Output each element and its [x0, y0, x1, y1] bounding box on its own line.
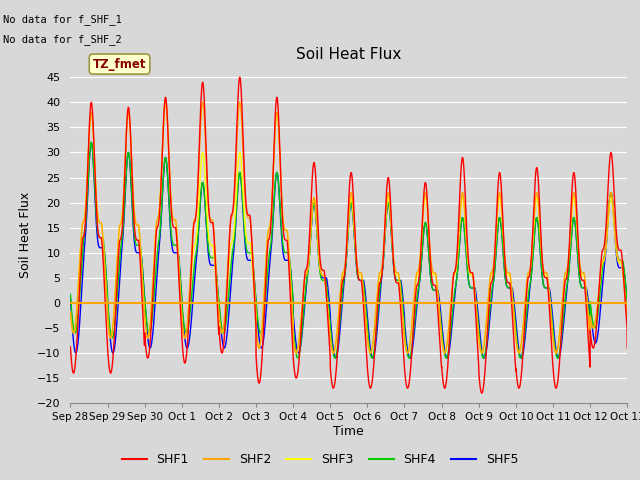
SHF5 — [506, 285, 513, 291]
Legend: SHF1, SHF2, SHF3, SHF4, SHF5: SHF1, SHF2, SHF3, SHF4, SHF5 — [116, 448, 524, 471]
SHF4 — [623, 315, 631, 321]
SHF2 — [623, 308, 630, 313]
SHF2 — [474, 325, 482, 331]
SHF3 — [474, 325, 482, 331]
SHF5 — [332, 355, 340, 361]
SHF4 — [294, 355, 301, 361]
SHF2 — [162, 99, 170, 105]
Line: SHF1: SHF1 — [70, 77, 627, 393]
SHF5 — [328, 336, 336, 341]
SHF1 — [67, 344, 74, 350]
SHF1 — [443, 374, 451, 380]
SHF4 — [88, 140, 95, 145]
SHF4 — [474, 316, 482, 322]
SHF2 — [292, 350, 300, 356]
SHF2 — [623, 320, 631, 326]
SHF1 — [328, 382, 336, 387]
SHF2 — [167, 190, 175, 196]
SHF1 — [506, 280, 513, 286]
Text: No data for f_SHF_1: No data for f_SHF_1 — [3, 14, 122, 25]
Text: TZ_fmet: TZ_fmet — [93, 58, 147, 71]
SHF2 — [506, 270, 513, 276]
Line: SHF5: SHF5 — [70, 143, 627, 358]
Line: SHF4: SHF4 — [70, 143, 627, 358]
SHF1 — [623, 320, 630, 325]
SHF1 — [166, 192, 174, 198]
SHF5 — [623, 315, 631, 321]
SHF3 — [67, 309, 74, 314]
SHF4 — [167, 222, 175, 228]
Text: No data for f_SHF_2: No data for f_SHF_2 — [3, 34, 122, 45]
SHF3 — [328, 348, 336, 354]
SHF5 — [67, 295, 74, 300]
SHF2 — [443, 341, 451, 347]
SHF1 — [478, 390, 486, 396]
X-axis label: Time: Time — [333, 425, 364, 438]
SHF4 — [443, 354, 451, 360]
SHF4 — [623, 292, 630, 298]
SHF3 — [167, 190, 175, 196]
SHF3 — [292, 350, 300, 356]
SHF1 — [623, 345, 631, 351]
SHF2 — [67, 309, 74, 314]
SHF5 — [623, 295, 630, 300]
Y-axis label: Soil Heat Flux: Soil Heat Flux — [19, 192, 31, 278]
SHF5 — [88, 140, 95, 145]
SHF1 — [474, 347, 481, 352]
SHF4 — [328, 344, 336, 350]
SHF1 — [236, 74, 244, 80]
SHF4 — [506, 285, 513, 291]
SHF2 — [328, 348, 336, 354]
SHF4 — [67, 291, 74, 297]
SHF5 — [167, 228, 175, 234]
SHF3 — [506, 273, 513, 278]
SHF5 — [474, 308, 482, 314]
Line: SHF3: SHF3 — [70, 102, 627, 353]
SHF3 — [443, 342, 451, 348]
SHF3 — [162, 99, 170, 105]
SHF5 — [443, 355, 451, 361]
SHF3 — [623, 308, 630, 314]
Title: Soil Heat Flux: Soil Heat Flux — [296, 47, 401, 62]
SHF3 — [623, 320, 631, 326]
Line: SHF2: SHF2 — [70, 102, 627, 353]
